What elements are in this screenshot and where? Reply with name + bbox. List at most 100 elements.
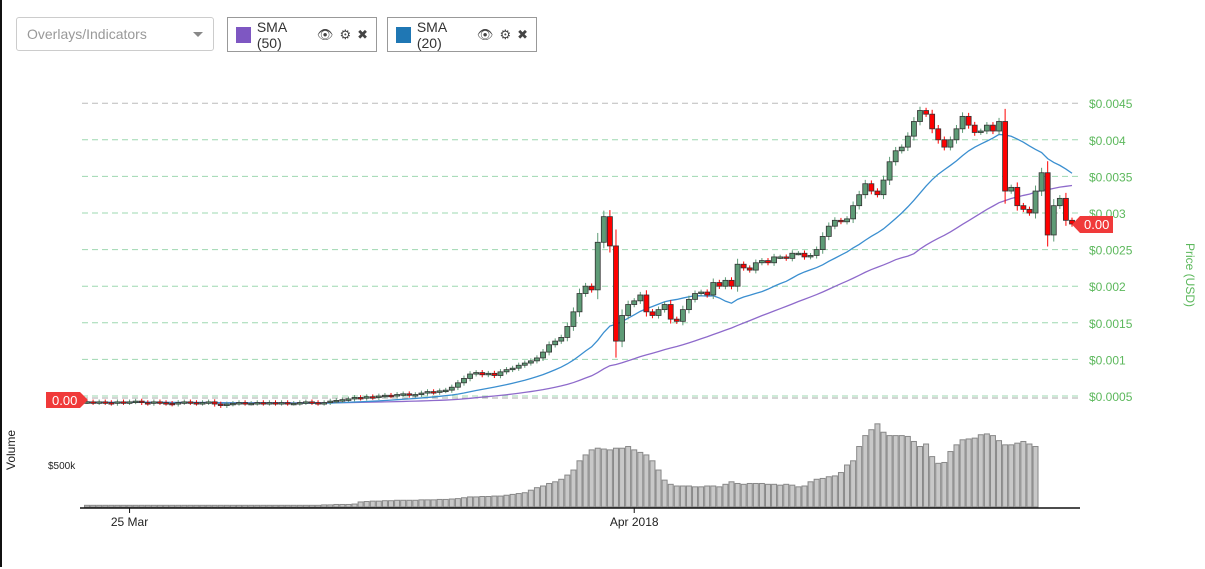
volume-bar [819,477,826,508]
candle-body [527,360,534,364]
volume-bar [418,499,425,508]
volume-bar [388,500,395,508]
y-tick-label: $0.0025 [1089,244,1133,258]
indicator-label: SMA (50) [256,18,287,51]
volume-bar [211,504,218,508]
candle-body [157,401,163,404]
candle-body [825,225,832,237]
volume-bar [175,504,182,508]
volume-bar [302,504,309,508]
volume-bar [527,489,534,508]
volume-bar [667,483,674,508]
candle-body [789,252,796,259]
y-tick-label: $0.004 [1089,134,1126,148]
gear-icon[interactable]: ⚙ [339,26,352,42]
candle-body [102,401,109,404]
gear-icon[interactable]: ⚙ [499,26,512,42]
eye-icon[interactable]: 👁 [316,26,334,42]
candle-body [1056,197,1063,207]
candle-body [309,401,315,404]
candle-body [844,218,850,223]
candle-body [971,124,978,133]
volume-bar [521,492,528,508]
volume-bar [679,485,686,508]
candle-body [296,402,303,405]
volume-bar [236,504,243,508]
candle-body [661,304,668,311]
candle-body [491,372,498,376]
candle-body [315,402,321,405]
candle-body [1032,190,1039,214]
candle-body [394,394,400,397]
volume-bar [685,485,692,508]
candle-body [248,402,255,406]
candle-body [485,372,492,376]
y-tick-label: $0.0005 [1089,390,1133,404]
volume-bar [497,495,504,508]
candle-body [181,401,188,404]
candle-body [412,394,419,397]
candle-body [959,115,966,130]
candle-body [795,252,802,256]
volume-bar [108,504,115,508]
volume-bar [874,423,881,508]
volume-bar [406,499,413,508]
candle-body [169,402,176,406]
candle-body [935,128,942,141]
volume-bar [716,486,723,508]
candle-body [406,393,413,396]
volume-bar [223,504,230,508]
volume-bar [339,503,346,508]
candle-body [582,285,589,294]
candle-body [558,337,565,342]
candle-body [838,219,844,223]
volume-bar [357,501,364,508]
candle-body [448,386,455,391]
candle-body [698,291,705,294]
candle-body [619,315,625,342]
volume-bar [363,501,370,508]
volume-bar [102,504,109,508]
candle-body [236,402,242,405]
eye-icon[interactable]: 👁 [476,26,494,42]
volume-bar [485,496,492,508]
candle-body [467,373,473,379]
y-tick-label: $0.001 [1089,353,1126,367]
close-icon[interactable]: ✖ [357,26,368,42]
volume-bar [929,456,936,508]
candle-body [266,402,273,405]
candle-body [339,399,346,402]
candle-body [1014,186,1021,207]
volume-bar [850,460,857,508]
volume-bar [570,469,577,508]
close-icon[interactable]: ✖ [517,26,528,42]
volume-bar [606,449,613,508]
candle-body [211,401,218,405]
candle-body [369,396,376,399]
volume-bar [442,498,449,508]
candle-body [594,241,601,291]
candle-body [819,236,826,250]
volume-bar [473,496,480,508]
volume-bar [947,451,954,508]
volume-bar [1032,446,1039,508]
left-price-tag-text: 0.00 [52,393,77,408]
candle-body [333,399,340,403]
volume-bar [540,485,547,508]
candle-body [990,124,996,132]
volume-bar [801,485,808,508]
volume-bar [321,504,328,508]
candle-body [941,139,948,148]
volume-bar [333,503,340,508]
candle-body [430,391,437,394]
candle-body [217,403,224,406]
volume-bar [1002,444,1009,508]
candle-body [534,357,540,362]
candle-body [108,402,115,405]
volume-bar [588,449,595,508]
overlays-indicators-select[interactable]: Overlays/Indicators [16,17,214,51]
candle-body [716,282,723,287]
volume-bar [132,504,139,508]
candle-body [607,216,613,247]
